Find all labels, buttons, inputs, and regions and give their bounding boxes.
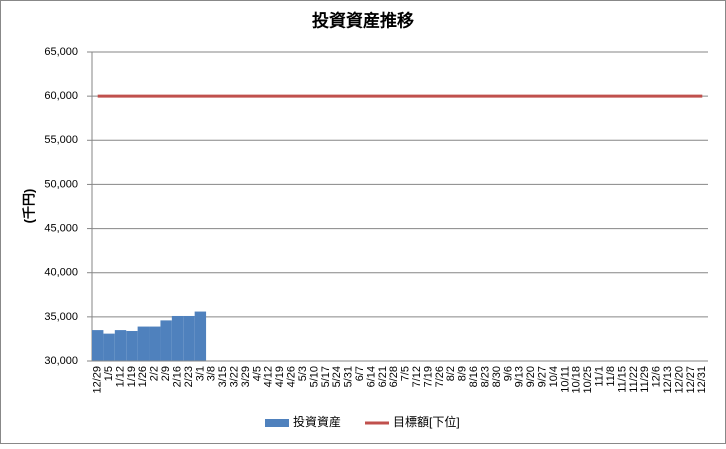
x-tick-label: 11/1 bbox=[594, 366, 606, 387]
x-tick-label: 10/25 bbox=[582, 366, 594, 394]
y-tick-label: 35,000 bbox=[44, 311, 78, 323]
y-tick-label: 50,000 bbox=[44, 178, 78, 190]
chart-title: 投資資産推移 bbox=[312, 10, 414, 30]
legend-label: 投資資産 bbox=[293, 414, 341, 429]
bar bbox=[194, 311, 207, 361]
y-tick-label: 65,000 bbox=[44, 46, 78, 58]
x-tick-label: 6/28 bbox=[388, 366, 400, 387]
x-tick-label: 1/19 bbox=[126, 366, 138, 387]
x-tick-label: 5/3 bbox=[297, 366, 309, 381]
bar bbox=[149, 326, 161, 361]
bar bbox=[137, 326, 150, 361]
x-tick-label: 12/31 bbox=[696, 366, 708, 394]
y-axis-label: (千円) bbox=[21, 189, 36, 224]
x-tick-label: 11/22 bbox=[628, 366, 640, 393]
x-tick-label: 10/11 bbox=[559, 366, 571, 393]
x-tick-label: 12/27 bbox=[685, 366, 697, 394]
x-tick-label: 8/30 bbox=[491, 366, 503, 387]
x-tick-label: 7/5 bbox=[400, 366, 412, 381]
y-tick-label: 30,000 bbox=[44, 355, 78, 367]
x-tick-label: 3/22 bbox=[228, 366, 240, 387]
x-tick-label: 7/19 bbox=[422, 366, 434, 387]
x-tick-label: 5/17 bbox=[320, 366, 332, 387]
x-tick-label: 8/9 bbox=[457, 366, 469, 381]
x-tick-label: 11/29 bbox=[639, 366, 651, 393]
legend-label: 目標額[下位] bbox=[393, 414, 460, 429]
y-tick-label: 40,000 bbox=[44, 267, 78, 279]
x-tick-label: 5/10 bbox=[308, 366, 320, 387]
x-tick-label: 9/13 bbox=[514, 366, 526, 387]
x-tick-label: 6/21 bbox=[377, 366, 389, 387]
x-tick-label: 9/6 bbox=[502, 366, 514, 381]
x-tick-label: 10/18 bbox=[571, 366, 583, 394]
x-tick-label: 3/29 bbox=[240, 366, 252, 387]
bar bbox=[126, 330, 138, 361]
x-tick-label: 5/24 bbox=[331, 366, 343, 387]
x-tick-label: 4/12 bbox=[263, 366, 275, 387]
x-tick-label: 8/16 bbox=[468, 366, 480, 387]
x-tick-label: 12/29 bbox=[92, 366, 104, 394]
y-tick-label: 60,000 bbox=[44, 90, 78, 102]
x-tick-label: 11/15 bbox=[616, 366, 628, 393]
x-tick-label: 4/19 bbox=[274, 366, 286, 387]
bar bbox=[92, 330, 104, 361]
x-tick-label: 2/2 bbox=[149, 366, 161, 381]
y-tick-label: 55,000 bbox=[44, 134, 78, 146]
x-tick-label: 11/8 bbox=[605, 366, 617, 387]
x-tick-label: 12/6 bbox=[651, 366, 663, 387]
y-tick-label: 45,000 bbox=[44, 222, 78, 234]
x-tick-label: 9/27 bbox=[536, 366, 548, 387]
x-tick-label: 2/16 bbox=[171, 366, 183, 387]
x-tick-label: 3/15 bbox=[217, 366, 229, 387]
x-tick-label: 1/26 bbox=[137, 366, 149, 387]
x-tick-label: 12/20 bbox=[673, 366, 685, 394]
bar bbox=[114, 330, 127, 361]
x-tick-label: 12/13 bbox=[662, 366, 674, 394]
x-tick-label: 7/26 bbox=[434, 366, 446, 387]
x-tick-label: 3/8 bbox=[206, 366, 218, 381]
bar bbox=[183, 315, 195, 361]
x-tick-label: 2/23 bbox=[183, 366, 195, 387]
x-tick-label: 2/9 bbox=[160, 366, 172, 381]
legend-swatch bbox=[265, 419, 289, 427]
x-tick-label: 1/12 bbox=[114, 366, 126, 387]
x-tick-label: 6/7 bbox=[354, 366, 366, 381]
bar bbox=[171, 315, 184, 361]
x-tick-label: 3/1 bbox=[194, 366, 206, 381]
x-tick-label: 10/4 bbox=[548, 366, 560, 387]
x-tick-label: 9/20 bbox=[525, 366, 537, 387]
bar bbox=[103, 333, 115, 361]
x-tick-label: 4/26 bbox=[286, 366, 298, 387]
x-tick-label: 6/14 bbox=[365, 366, 377, 387]
x-tick-label: 8/23 bbox=[479, 366, 491, 387]
x-tick-label: 4/5 bbox=[251, 366, 263, 381]
x-tick-label: 5/31 bbox=[343, 366, 355, 387]
x-tick-label: 1/5 bbox=[103, 366, 115, 381]
x-tick-label: 8/2 bbox=[445, 366, 457, 381]
bar bbox=[160, 320, 172, 361]
x-tick-label: 7/12 bbox=[411, 366, 423, 387]
